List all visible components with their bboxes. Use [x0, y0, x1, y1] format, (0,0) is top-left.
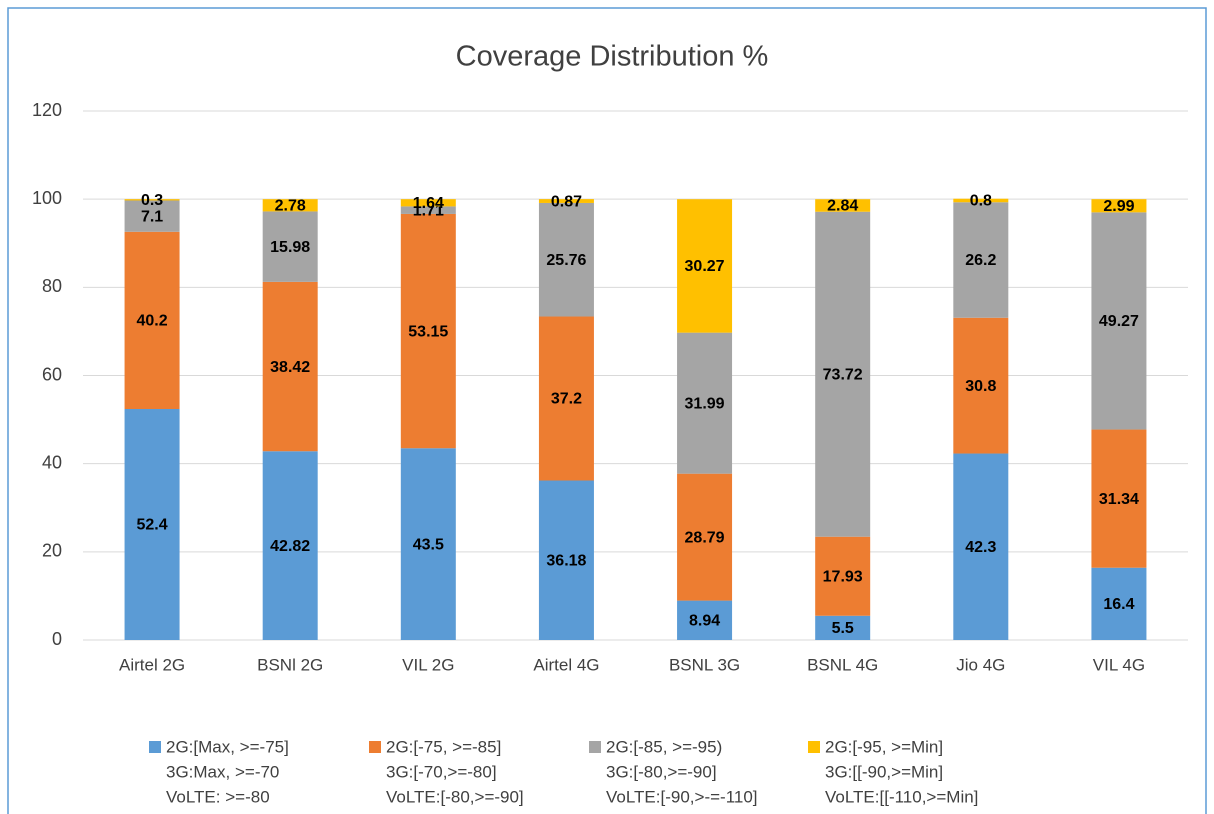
legend-label: 3G:[-80,>=-90]: [606, 762, 717, 781]
bar-segment: [815, 199, 871, 212]
legend-label: 3G:[-70,>=-80]: [386, 762, 497, 781]
bar-segment: [953, 453, 1009, 640]
data-label: 0.3: [141, 192, 163, 209]
bar-segment: [538, 316, 594, 481]
legend-label: VoLTE:[-90,>-=-110]: [606, 787, 758, 806]
chart-title: Coverage Distribution %: [456, 41, 769, 73]
x-tick-label: VIL 4G: [1093, 655, 1145, 674]
bar-segment: [815, 536, 871, 616]
data-label: 0.8: [970, 193, 992, 210]
x-tick-label: Airtel 2G: [119, 655, 185, 674]
bar-segment: [1091, 429, 1147, 568]
bar-segment: [124, 199, 180, 201]
bar-segment: [953, 317, 1009, 454]
bar-segment: [677, 600, 733, 640]
legend-swatch: [589, 741, 601, 753]
data-label: 42.3: [965, 539, 996, 556]
data-label: 2.99: [1103, 198, 1134, 215]
y-tick-label: 80: [42, 276, 62, 296]
bar-segment: [124, 409, 180, 640]
legend-label: 3G:[[-90,>=Min]: [825, 762, 943, 781]
bar-segment: [400, 206, 456, 214]
x-tick-label: BSNL 3G: [669, 655, 740, 674]
bar-segment: [815, 211, 871, 537]
bar-segment: [124, 200, 180, 232]
legend-swatch: [149, 741, 161, 753]
bar-segment: [124, 231, 180, 410]
x-tick-label: VIL 2G: [402, 655, 454, 674]
data-label: 15.98: [270, 239, 310, 256]
bar-segment: [538, 199, 594, 203]
legend-label: VoLTE: >=-80: [166, 787, 270, 806]
bar-segment: [953, 202, 1009, 318]
y-tick-label: 120: [32, 100, 62, 120]
y-tick-label: 20: [42, 541, 62, 561]
data-label: 52.4: [136, 517, 167, 534]
bar-segment: [677, 473, 733, 601]
data-label: 7.1: [141, 208, 163, 225]
bar-segment: [400, 213, 456, 449]
data-label: 0.87: [551, 193, 582, 210]
legend-label: 2G:[-85, >=-95): [606, 737, 722, 756]
legend-label: 2G:[-75, >=-85]: [386, 737, 501, 756]
legend-label: 2G:[-95, >=Min]: [825, 737, 943, 756]
data-label: 38.42: [270, 359, 310, 376]
legend-swatch: [369, 741, 381, 753]
y-tick-label: 40: [42, 452, 62, 472]
data-label: 31.34: [1099, 491, 1139, 508]
data-label: 1.71: [413, 202, 444, 219]
bar-segment: [815, 615, 871, 640]
y-tick-label: 100: [32, 188, 62, 208]
bar-segment: [400, 448, 456, 640]
data-label: 26.2: [965, 252, 996, 269]
x-tick-label: BSNl 2G: [257, 655, 323, 674]
data-label: 30.8: [965, 378, 996, 395]
legend-label: 3G:Max, >=-70: [166, 762, 279, 781]
bar-segment: [953, 198, 1009, 203]
bar-segment: [1091, 567, 1147, 640]
bar-segment: [262, 281, 318, 452]
data-label: 25.76: [546, 252, 586, 269]
data-label: 8.94: [689, 613, 720, 630]
y-tick-label: 0: [52, 629, 62, 649]
legend-swatch: [808, 741, 820, 753]
data-label: 36.18: [546, 552, 586, 569]
y-tick-label: 60: [42, 364, 62, 384]
data-label: 43.5: [413, 536, 444, 553]
x-tick-label: Jio 4G: [956, 655, 1005, 674]
bar-segment: [538, 480, 594, 640]
bar-segment: [262, 199, 318, 212]
bar-segment: [677, 199, 733, 333]
bar-segment: [677, 332, 733, 474]
data-label: 37.2: [551, 391, 582, 408]
x-tick-label: Airtel 4G: [533, 655, 599, 674]
chart-border: [7, 7, 1207, 814]
data-label: 40.2: [136, 313, 167, 330]
data-label: 30.27: [685, 258, 725, 275]
data-label: 49.27: [1099, 313, 1139, 330]
data-label: 28.79: [685, 529, 725, 546]
data-label: 16.4: [1103, 596, 1134, 613]
bar-segment: [262, 451, 318, 640]
data-label: 31.99: [685, 395, 725, 412]
data-label: 5.5: [832, 620, 854, 637]
legend-label: VoLTE:[[-110,>=Min]: [825, 787, 978, 806]
data-label: 73.72: [823, 366, 863, 383]
data-label: 2.78: [275, 198, 306, 215]
data-label: 1.64: [413, 195, 444, 212]
bar-segment: [538, 202, 594, 317]
data-label: 53.15: [408, 323, 448, 340]
x-tick-label: BSNL 4G: [807, 655, 878, 674]
bar-segment: [1091, 199, 1147, 213]
legend-label: 2G:[Max, >=-75]: [166, 737, 289, 756]
bar-segment: [262, 211, 318, 282]
bar-segment: [1091, 212, 1147, 430]
legend-label: VoLTE:[-80,>=-90]: [386, 787, 524, 806]
bar-segment: [400, 199, 456, 207]
data-label: 17.93: [823, 568, 863, 585]
data-label: 2.84: [827, 198, 858, 215]
data-label: 42.82: [270, 538, 310, 555]
